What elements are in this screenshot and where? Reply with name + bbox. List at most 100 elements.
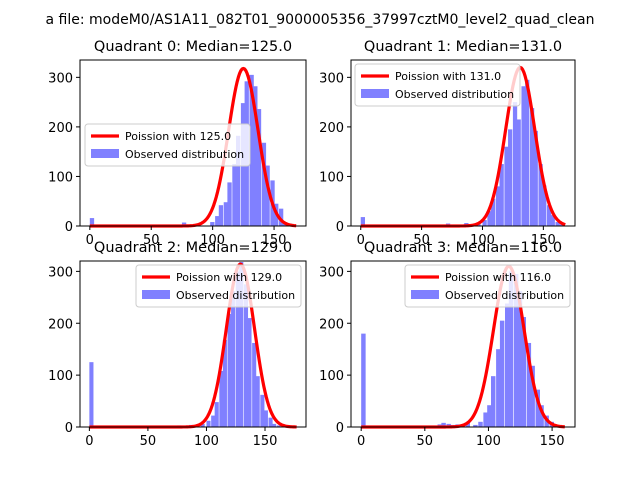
histogram-bar (525, 79, 530, 226)
subplot-quadrant-0: 0 50 100 150 0 100 200 300 Quadrant 0: Median=12… (48, 39, 307, 248)
x-tick-label: 50 (413, 233, 430, 248)
y-tick-label: 300 (48, 265, 73, 280)
y-tick-label: 300 (319, 265, 344, 280)
legend-observed-label: Observed distribution (125, 148, 244, 161)
legend-frame (84, 123, 251, 167)
subplot-title: Quadrant 1: Median=131.0 (364, 39, 562, 55)
legend: Poission with 129.0 Observed distribution (135, 264, 302, 308)
histogram-bar (243, 284, 249, 427)
histogram-bar (252, 342, 257, 427)
histogram-bar (535, 389, 540, 427)
legend-poisson-label: Poission with 131.0 (395, 70, 501, 83)
legend-observed-swatch (361, 89, 389, 98)
legend: Poission with 116.0 Observed distribution (404, 264, 571, 308)
y-tick-label: 200 (48, 317, 73, 332)
subplot-title: Quadrant 3: Median=116.0 (364, 240, 562, 256)
histogram-bar (89, 218, 95, 226)
histogram-bar (261, 142, 267, 226)
histogram-bar (539, 405, 544, 427)
histogram-bar (222, 339, 227, 427)
histogram-bar (499, 164, 504, 226)
histogram-bar (505, 303, 510, 427)
histogram-bar (508, 271, 514, 427)
y-tick-label: 100 (48, 369, 73, 384)
y-tick-label: 100 (319, 170, 344, 185)
histogram-bar (215, 216, 220, 226)
legend-poisson-label: Poission with 125.0 (125, 130, 231, 143)
legend-poisson-label: Poission with 129.0 (176, 271, 282, 284)
axes-frame (350, 260, 576, 428)
histogram-bar (559, 224, 564, 226)
histogram-bar (214, 402, 219, 427)
histogram-bar (232, 164, 237, 226)
histogram-bar (495, 186, 501, 226)
legend: Poission with 125.0 Observed distribution (84, 123, 251, 167)
x-tick-label: 150 (253, 434, 278, 449)
x-tick-label: 0 (85, 434, 93, 449)
x-tick-label: 0 (357, 434, 365, 449)
legend-poisson-label: Poission with 116.0 (445, 271, 551, 284)
histogram-bar (533, 130, 538, 226)
axes-frame (79, 260, 307, 428)
x-tick-label: 150 (262, 233, 287, 248)
histogram-bar (555, 222, 560, 226)
histogram-bar (231, 291, 236, 427)
axes-frame (350, 59, 576, 227)
histogram-bar (219, 370, 224, 427)
histogram-bar (499, 320, 505, 427)
histogram-bar (542, 185, 547, 226)
y-tick-label: 300 (48, 71, 73, 86)
histogram-bar (256, 109, 262, 226)
histogram-bar (253, 86, 258, 226)
histogram-bar (239, 262, 244, 427)
histogram-bar (550, 215, 555, 226)
histogram-bar (508, 129, 513, 226)
subplot-quadrant-1: 0 50 100 150 0 100 200 300 Quadrant 1: Median=13… (319, 39, 576, 248)
y-tick-label: 0 (65, 220, 73, 235)
histogram-bar (181, 222, 187, 226)
figure-suptitle: a file: modeM0/AS1A11_082T01_9000005356_… (45, 12, 595, 28)
x-tick-label: 0 (86, 233, 94, 248)
legend-frame (354, 63, 521, 107)
histogram-bar (265, 165, 270, 226)
histogram-bar (268, 417, 273, 427)
histogram-bar (529, 108, 535, 226)
x-tick-label: 100 (194, 434, 219, 449)
x-tick-label: 50 (140, 434, 157, 449)
y-tick-label: 0 (336, 220, 344, 235)
histogram-bar (260, 394, 265, 427)
histogram-bar (491, 198, 496, 226)
histogram-bar (504, 146, 509, 226)
histogram-bar (512, 102, 518, 226)
histogram-bar (516, 119, 521, 226)
histogram-bar (235, 271, 240, 427)
histogram-bar (235, 135, 241, 226)
legend-observed-label: Observed distribution (176, 289, 295, 302)
x-tick-label: 50 (143, 233, 160, 248)
legend-frame (135, 264, 302, 308)
histogram-bar (206, 420, 211, 427)
histogram-bar (218, 205, 224, 226)
histogram-bar (249, 74, 254, 227)
histogram-bar (547, 205, 552, 226)
histogram-bar (200, 423, 205, 427)
histogram-bar (360, 217, 365, 226)
legend-observed-swatch (91, 149, 119, 158)
y-tick-label: 0 (336, 421, 344, 436)
axes-frame (79, 59, 307, 227)
subplot-title: Quadrant 0: Median=125.0 (94, 39, 292, 55)
histogram-bar (361, 333, 366, 427)
x-tick-label: 50 (417, 434, 434, 449)
legend: Poission with 131.0 Observed distribution (354, 63, 521, 107)
x-tick-label: 150 (531, 233, 556, 248)
histogram-bar (473, 424, 478, 427)
histogram-bar (465, 422, 470, 427)
histogram-bar (483, 412, 488, 427)
y-tick-label: 200 (48, 121, 73, 136)
y-tick-label: 300 (319, 71, 344, 86)
histogram-bar (223, 202, 229, 226)
histogram-bar (255, 376, 260, 427)
legend-observed-label: Observed distribution (395, 88, 514, 101)
x-tick-label: 100 (476, 434, 501, 449)
